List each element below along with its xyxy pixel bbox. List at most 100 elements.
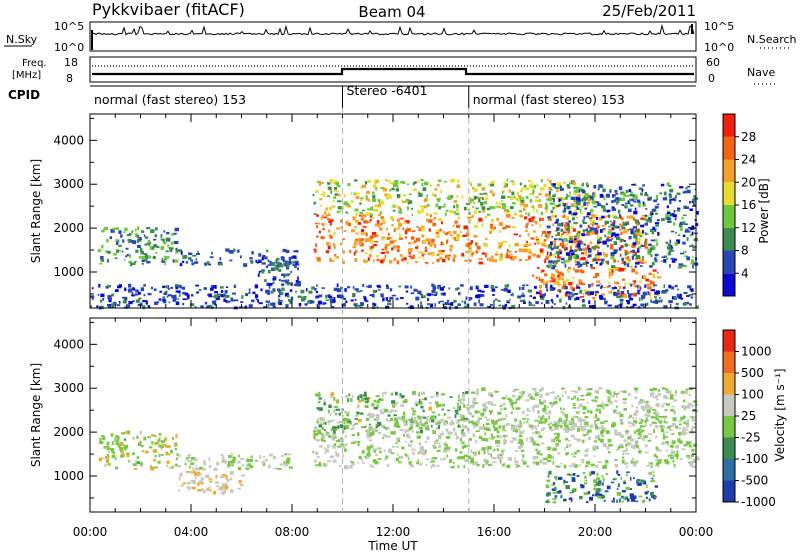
echo-cell (683, 291, 688, 294)
echo-cell (536, 239, 540, 242)
echo-cell (99, 440, 102, 443)
echo-cell (468, 217, 472, 221)
echo-cell (602, 482, 604, 486)
echo-cell (386, 285, 390, 289)
echo-cell (491, 420, 495, 425)
echo-cell (634, 207, 637, 211)
echo-cell (632, 416, 635, 420)
echo-cell (573, 465, 579, 468)
echo-cell (216, 293, 221, 296)
echo-cell (160, 238, 165, 241)
power-colorbar-swatch (723, 273, 735, 297)
echo-cell (619, 238, 623, 243)
echo-cell (594, 400, 598, 403)
echo-cell (174, 259, 179, 263)
echo-cell (501, 454, 504, 459)
echo-cell (667, 221, 672, 223)
echo-cell (459, 451, 463, 454)
echo-cell (140, 250, 144, 255)
echo-cell (372, 184, 377, 189)
echo-cell (456, 184, 461, 188)
echo-cell (561, 274, 564, 277)
echo-cell (645, 208, 648, 210)
echo-cell (695, 305, 699, 309)
echo-cell (353, 251, 356, 256)
echo-cell (499, 456, 502, 461)
echo-cell (317, 305, 320, 310)
echo-cell (337, 200, 342, 203)
echo-cell (539, 416, 544, 421)
echo-cell (635, 390, 638, 393)
echo-cell (408, 241, 412, 245)
echo-cell (584, 248, 587, 252)
echo-cell (171, 233, 175, 236)
x-tick-label: 08:00 (275, 525, 310, 539)
echo-cell (532, 441, 536, 446)
echo-cell (394, 403, 397, 406)
echo-cell (412, 182, 415, 186)
echo-cell (101, 244, 104, 249)
echo-cell (449, 459, 453, 463)
echo-cell (308, 290, 313, 294)
echo-cell (499, 253, 504, 258)
echo-cell (593, 214, 598, 218)
echo-cell (351, 229, 355, 233)
echo-cell (660, 260, 664, 262)
echo-cell (652, 300, 657, 304)
echo-cell (511, 405, 513, 408)
echo-cell (576, 188, 579, 192)
echo-cell (681, 431, 686, 435)
echo-cell (642, 438, 646, 441)
echo-cell (535, 199, 540, 203)
echo-cell (673, 210, 676, 213)
echo-cell (680, 416, 684, 421)
echo-cell (590, 219, 596, 224)
echo-cell (595, 492, 600, 496)
echo-cell (592, 445, 597, 449)
echo-cell (318, 407, 323, 411)
echo-cell (662, 290, 666, 293)
echo-cell (114, 466, 119, 470)
echo-cell (653, 429, 655, 433)
echo-cell (684, 255, 689, 257)
echo-cell (130, 239, 134, 243)
echo-cell (499, 460, 502, 464)
echo-cell (464, 305, 468, 308)
echo-cell (567, 223, 570, 226)
echo-cell (695, 223, 699, 226)
echo-cell (554, 495, 558, 498)
echo-cell (371, 217, 375, 219)
echo-cell (533, 220, 536, 223)
echo-cell (636, 199, 641, 203)
echo-cell (395, 402, 399, 404)
echo-cell (585, 291, 590, 295)
echo-cell (619, 413, 624, 418)
echo-cell (563, 407, 565, 411)
echo-cell (356, 411, 360, 415)
echo-cell (390, 392, 394, 396)
echo-cell (527, 393, 532, 398)
echo-cell (214, 291, 218, 294)
echo-cell (539, 450, 542, 455)
echo-cell (690, 416, 694, 419)
echo-cell (531, 406, 534, 410)
echo-cell (495, 251, 498, 255)
echo-cell (551, 306, 554, 308)
echo-cell (576, 207, 580, 210)
echo-cell (424, 421, 429, 424)
echo-cell (489, 230, 493, 234)
echo-cell (539, 250, 544, 255)
echo-cell (141, 230, 145, 233)
echo-cell (579, 495, 583, 500)
echo-cell (503, 440, 507, 444)
echo-cell (657, 276, 660, 279)
echo-cell (184, 292, 189, 296)
echo-cell (606, 209, 611, 213)
echo-cell (663, 421, 668, 424)
echo-cell (323, 402, 327, 406)
echo-cell (522, 390, 525, 395)
echo-cell (612, 252, 617, 254)
echo-cell (616, 216, 620, 219)
echo-cell (264, 459, 268, 462)
echo-cell (189, 303, 195, 307)
